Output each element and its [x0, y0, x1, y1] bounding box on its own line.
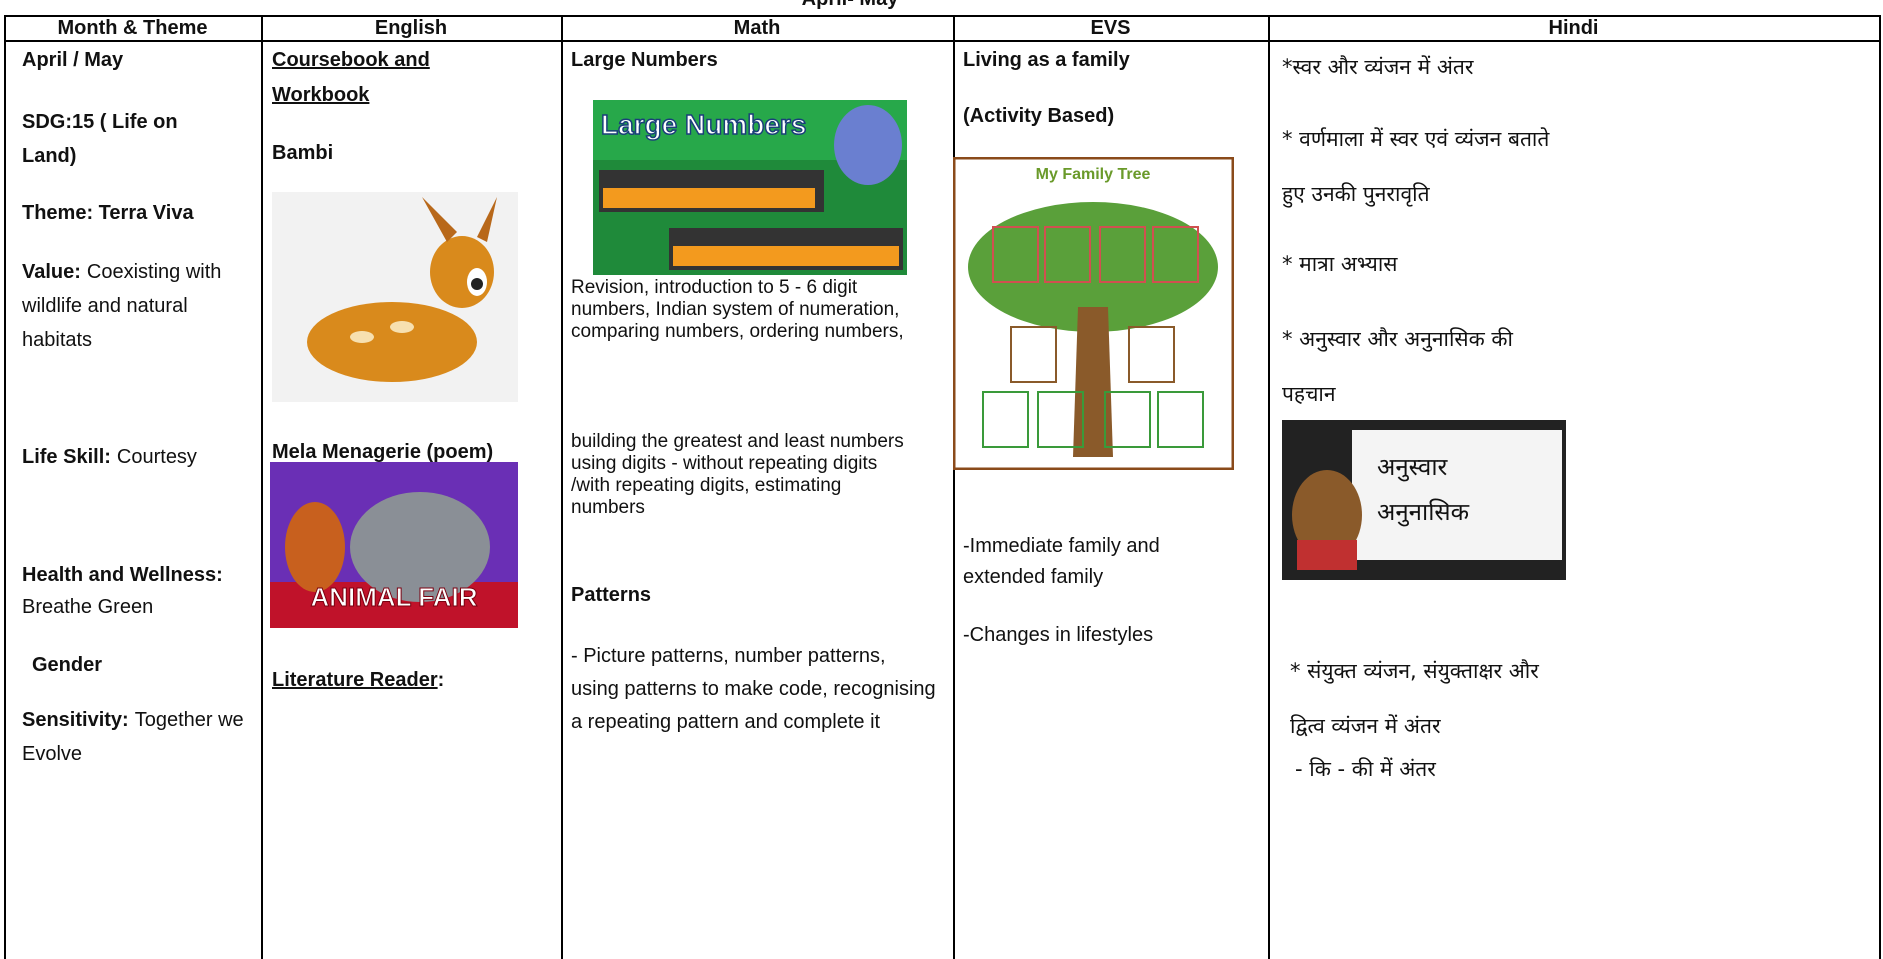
- cell-text: * मात्रा अभ्यास: [1282, 252, 1398, 276]
- cell-text: Coursebook and Workbook: [272, 49, 430, 106]
- cell-text: Gender: [32, 654, 103, 676]
- cell-text: Patterns: [571, 584, 652, 606]
- image-text: ANIMAL FAIR: [310, 582, 477, 612]
- cell-text: Revision, introduction to 5 - 6 digit nu…: [571, 277, 904, 342]
- text: Coexisting with wildlife and natural hab…: [22, 261, 222, 351]
- cell-text: Breathe Green: [22, 596, 154, 618]
- column-header: EVS: [1090, 17, 1131, 39]
- cell-text: - कि - की में अंतर: [1295, 757, 1436, 781]
- cell-text: Sensitivity: Together we Evolve: [22, 703, 252, 771]
- image-text: Large Numbers: [601, 109, 806, 140]
- anusvar-image: अनुस्वार अनुनासिक: [1282, 420, 1566, 580]
- column-header: Hindi: [1548, 17, 1599, 39]
- cell-text: Health and Wellness:: [22, 564, 223, 586]
- image-text: My Family Tree: [1036, 166, 1151, 183]
- cell-text: -Immediate family and extended family: [963, 535, 1160, 588]
- column-header: Math: [733, 17, 781, 39]
- cell-text: Bambi: [272, 142, 334, 164]
- cell-text: (Activity Based): [963, 105, 1115, 127]
- page-title: April- May: [0, 0, 1700, 11]
- cell-text: * वर्णमाला में स्वर एवं व्यंजन बताते हुए…: [1282, 127, 1550, 206]
- cell-text: *स्वर और व्यंजन में अंतर: [1282, 55, 1474, 79]
- rule: [4, 40, 1881, 42]
- image-text: अनुस्वार: [1377, 454, 1449, 482]
- cell-text: * संयुक्त व्यंजन, संयुक्ताक्षर और द्वित्…: [1290, 659, 1539, 738]
- cell-text: building the greatest and least numbers …: [571, 431, 904, 518]
- rule: [4, 15, 6, 959]
- label: Value:: [22, 261, 81, 283]
- label: Life Skill:: [22, 446, 111, 468]
- animal-fair-image: ANIMAL FAIR: [270, 462, 518, 628]
- cell-text: SDG:15 ( Life on Land): [22, 111, 178, 167]
- rule: [953, 15, 955, 959]
- column-header: Month & Theme: [57, 17, 208, 39]
- family-tree-image: My Family Tree: [953, 157, 1234, 470]
- text: Together we Evolve: [22, 709, 244, 765]
- bambi-image: [272, 192, 518, 402]
- column-header: English: [374, 17, 448, 39]
- rule: [561, 15, 563, 959]
- cell-text: * अनुस्वार और अनुनासिक की पहचान: [1282, 327, 1513, 406]
- large-numbers-image: Large Numbers: [593, 100, 907, 275]
- text: Literature Reader: [272, 669, 438, 691]
- cell-text: Large Numbers: [571, 49, 718, 71]
- rule: [4, 15, 1881, 17]
- cell-text: Literature Reader:: [272, 663, 444, 697]
- cell-text: Theme: Terra Viva: [22, 202, 194, 224]
- cell-text: -Changes in lifestyles: [963, 624, 1154, 646]
- text: :: [437, 669, 445, 691]
- label: Sensitivity:: [22, 709, 129, 731]
- cell-text: April / May: [22, 49, 124, 71]
- rule: [261, 15, 263, 959]
- image-text: अनुनासिक: [1377, 498, 1470, 527]
- cell-text: - Picture patterns, number patterns, usi…: [571, 645, 936, 733]
- cell-text: Life Skill: Courtesy: [22, 440, 257, 474]
- text: Courtesy: [116, 446, 197, 468]
- cell-text: Mela Menagerie (poem): [272, 441, 494, 463]
- cell-text: Living as a family: [963, 49, 1130, 71]
- rule: [1268, 15, 1270, 959]
- cell-text: Value: Coexisting with wildlife and natur…: [22, 255, 252, 357]
- rule: [1879, 15, 1881, 959]
